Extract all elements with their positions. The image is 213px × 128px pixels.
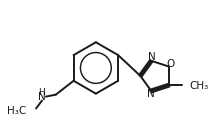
Text: CH₃: CH₃ [190,81,209,91]
Text: O: O [167,59,175,69]
Text: N: N [147,89,155,99]
Text: N: N [148,52,156,62]
Text: N: N [38,92,46,102]
Text: H: H [39,88,45,97]
Text: H₃C: H₃C [7,106,26,116]
